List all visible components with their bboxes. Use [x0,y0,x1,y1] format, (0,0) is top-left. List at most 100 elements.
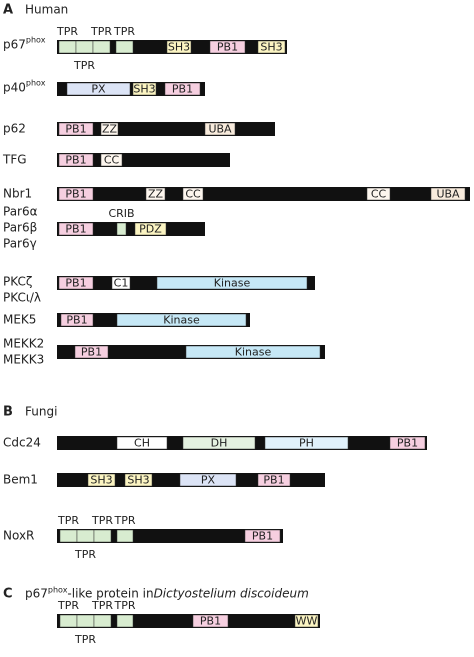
protein-name: PKCζ [3,275,32,289]
domain-label: PB1 [217,41,238,54]
domain [182,187,204,201]
domain [244,529,281,543]
domain [59,529,78,543]
domain-label: SH3 [260,41,282,54]
domain-label: Kinase [214,277,251,290]
domain [116,436,168,450]
domain [115,40,134,54]
domain-label: TPR [57,514,79,527]
protein-name-sup: phox [26,79,46,88]
domain-label: PH [299,437,314,450]
protein-bar [57,222,205,236]
domain-label: CRIB [108,207,134,220]
protein-bar [57,529,283,543]
protein-name: MEKK3 [3,353,44,367]
domain [166,40,192,54]
domain [100,153,123,167]
domain-label: TPR [73,59,95,72]
domain [257,40,286,54]
domain [60,313,94,327]
domain [111,276,131,290]
domain [294,614,319,628]
protein-name: Par6α [3,205,38,219]
protein-bar [57,153,230,167]
domain [58,222,94,236]
domain [192,614,229,628]
domain-label: PB1 [81,346,102,359]
domain-label: TPR [90,25,112,38]
domain [58,122,94,136]
domain-label: PB1 [65,277,86,290]
protein-name-sup: phox [26,36,46,45]
protein-name: Par6β [3,221,37,235]
section-letter: A [3,3,13,18]
domain-label: PB1 [65,154,86,167]
domain [92,40,111,54]
protein-name: Bem1 [3,473,38,487]
domain-label: TPR [91,514,113,527]
domain-label: CC [185,188,201,201]
protein-bar [57,187,470,201]
domain-label: TPR [91,599,113,612]
domain [116,614,134,628]
domain-label: PB1 [66,314,87,327]
domain-label: PB1 [65,188,86,201]
domain [100,122,119,136]
domain-label: TPR [114,514,136,527]
domain-label: PB1 [200,615,221,628]
domain [366,187,391,201]
domain-label: TPR [113,25,135,38]
protein-name: MEKK2 [3,337,44,351]
domain [93,529,112,543]
domain [264,436,349,450]
domain [116,222,127,236]
domain [76,529,95,543]
domain-label: SH3 [90,474,112,487]
domain [132,82,157,96]
domain [204,122,236,136]
domain [87,473,116,487]
domain [74,345,109,359]
domain-label: UBA [436,188,460,201]
domain [182,436,256,450]
domain [116,529,134,543]
domain-label: PB1 [397,437,418,450]
domain [76,614,95,628]
domain-label: PX [201,474,216,487]
domain [257,473,291,487]
section-title: p67 [25,587,48,601]
domain [156,276,308,290]
domain [124,473,153,487]
domain-label: SH3 [168,41,190,54]
domain-label: PB1 [65,223,86,236]
domain [58,276,94,290]
domain-label: PB1 [263,474,284,487]
domain-label: TPR [74,548,96,561]
protein-name: p40 [3,81,26,95]
domain-label: Kinase [163,314,200,327]
domain-label: CC [371,188,387,201]
section-title: Human [25,3,68,17]
domain-label: PDZ [139,223,162,236]
section-title: Fungi [25,405,57,419]
domain-label: PB1 [252,530,273,543]
protein-name: Nbr1 [3,187,32,201]
domain [430,187,466,201]
protein-name: PKCι/λ [3,291,41,305]
domain-label: PB1 [65,123,86,136]
protein-name: NoxR [3,529,34,543]
domain-label: SH3 [127,474,149,487]
protein-name: TFG [2,153,27,167]
domain-label: TPR [114,599,136,612]
domain [179,473,237,487]
domain [66,82,131,96]
protein-name: Par6γ [3,237,37,251]
domain [185,345,321,359]
domain-label: DH [211,437,228,450]
domain [93,614,112,628]
domain-label: Kinase [235,346,272,359]
domain-label: PB1 [172,83,193,96]
protein-name: p67 [3,38,26,52]
domain-label: SH3 [133,83,155,96]
